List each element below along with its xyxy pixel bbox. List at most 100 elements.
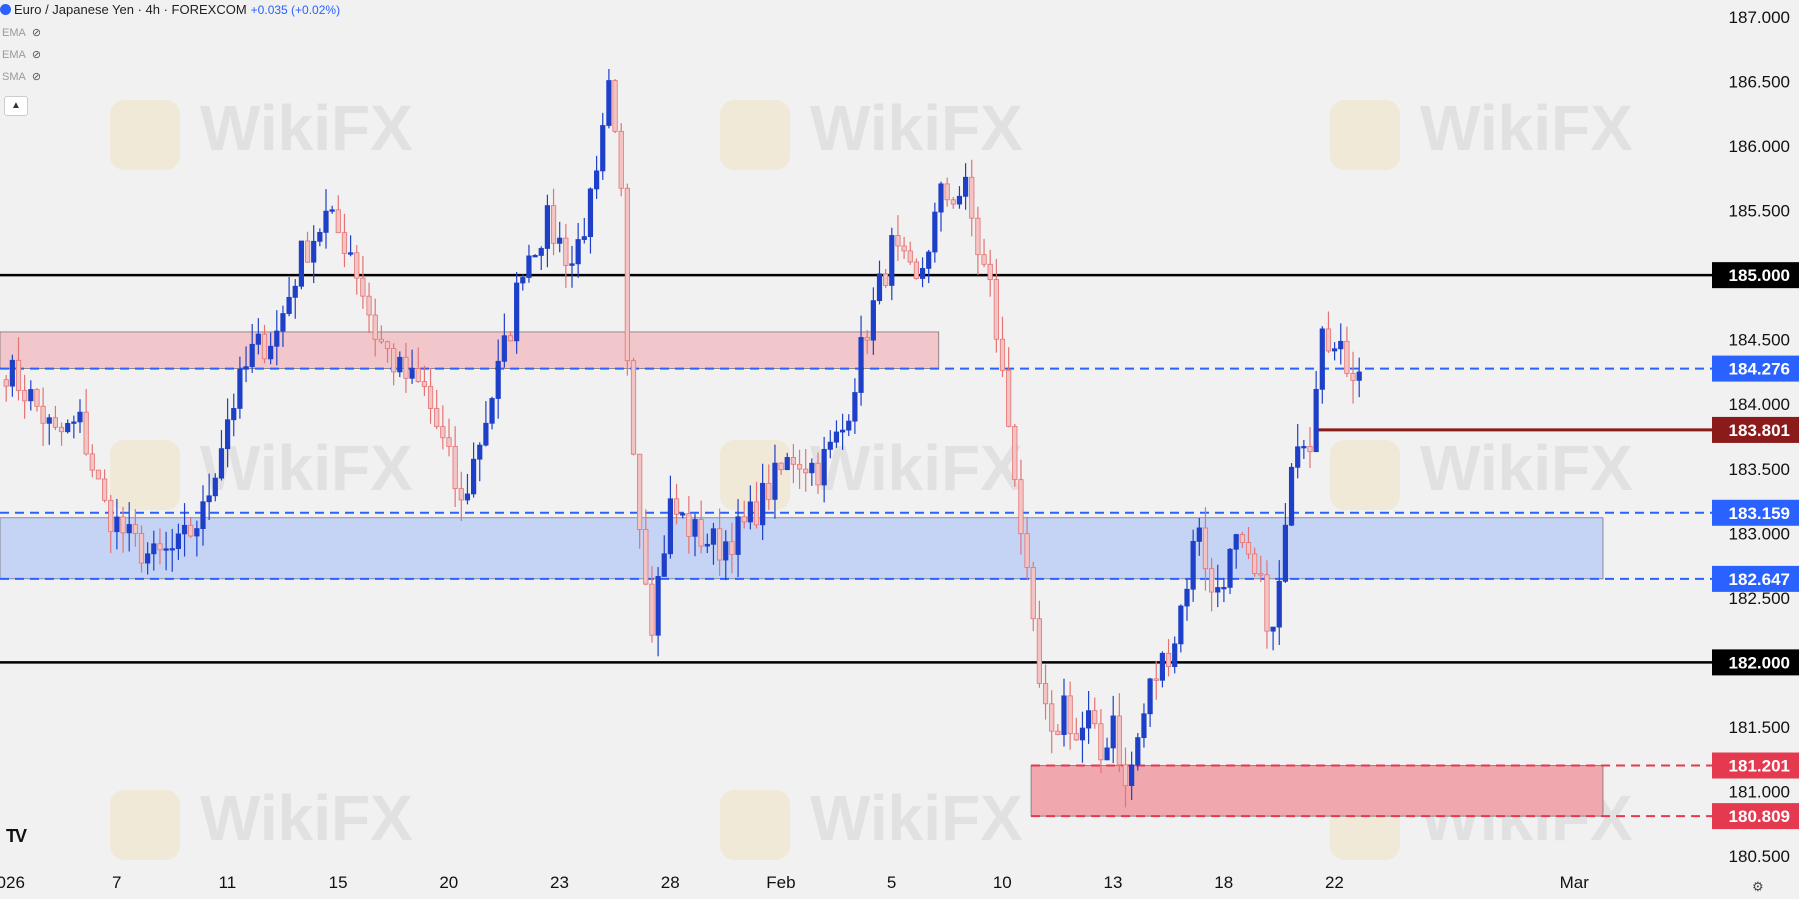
candle: [895, 215, 901, 261]
eye-hidden-icon[interactable]: ⊘: [31, 49, 42, 61]
candle-body: [108, 499, 114, 533]
candle-body: [514, 282, 520, 342]
candle-body: [403, 356, 409, 379]
candle-body: [630, 360, 637, 455]
candle: [261, 324, 268, 364]
candle: [594, 155, 600, 199]
candle: [231, 393, 237, 437]
time-axis[interactable]: 2026 7 11 15 20 23 28 Feb 5 10 13 18 22 Mar: [0, 873, 1589, 892]
candle-body: [1295, 446, 1301, 468]
candle: [126, 502, 132, 552]
x-tick-label: 11: [219, 873, 237, 892]
indicator-sma[interactable]: SMA ⊘: [2, 71, 42, 83]
candle-body: [71, 421, 77, 424]
chevron-up-icon: ▲: [11, 100, 21, 111]
candle: [827, 430, 833, 459]
candle-body: [1079, 727, 1086, 741]
candle-body: [858, 337, 864, 393]
candle-body: [741, 516, 747, 523]
symbol-header[interactable]: Euro / Japanese Yen · 4h · FOREXCOM +0.03…: [0, 2, 340, 17]
candle: [9, 354, 15, 397]
candle-body: [944, 183, 950, 201]
candle-body: [852, 392, 858, 422]
x-tick-label: Feb: [766, 873, 795, 892]
candle-body: [440, 426, 446, 439]
candle: [218, 430, 225, 481]
price-change: +0.035 (+0.02%): [250, 3, 341, 17]
candle: [501, 313, 507, 368]
candle-body: [483, 422, 489, 446]
candle: [1061, 678, 1067, 747]
candle: [1147, 677, 1153, 727]
gear-icon[interactable]: ⚙: [1752, 879, 1764, 894]
candle: [237, 356, 243, 419]
candle: [858, 315, 864, 406]
symbol-title: Euro / Japanese Yen · 4h · FOREXCOM: [14, 2, 247, 17]
candle: [114, 498, 120, 550]
candle: [778, 462, 784, 476]
candle-body: [963, 176, 969, 197]
candle: [188, 517, 194, 538]
candle: [15, 337, 22, 401]
candle: [1350, 351, 1356, 404]
watermark-text: WikiFX: [810, 782, 1023, 854]
indicator-ema-2[interactable]: EMA ⊘: [2, 49, 42, 61]
candle-body: [1332, 348, 1338, 352]
candle: [790, 444, 797, 484]
candle: [1301, 440, 1307, 459]
candle: [372, 298, 378, 357]
candle: [1356, 357, 1362, 398]
candle: [901, 236, 907, 259]
candle: [102, 469, 108, 503]
candle: [864, 330, 870, 355]
candle: [1196, 517, 1202, 556]
eye-hidden-icon[interactable]: ⊘: [31, 71, 42, 83]
candle: [747, 485, 753, 530]
candle-body: [1178, 605, 1184, 645]
candle-body: [913, 261, 920, 279]
candle: [458, 471, 464, 522]
candle: [157, 528, 163, 565]
candle: [723, 530, 729, 581]
candle: [760, 463, 766, 541]
candle: [766, 464, 772, 511]
candle: [563, 223, 569, 288]
candle-body: [1264, 574, 1270, 632]
candle-body: [151, 543, 157, 555]
candle-body: [821, 448, 827, 486]
candle-body: [415, 368, 421, 382]
candle-body: [1110, 715, 1116, 749]
candle-body: [1325, 328, 1332, 352]
candle: [138, 525, 145, 573]
candle: [741, 500, 747, 529]
price-tag-label: 181.201: [1729, 757, 1790, 776]
candle-body: [22, 390, 28, 402]
candle-body: [532, 255, 538, 258]
candle-body: [790, 457, 797, 465]
candle-body: [200, 501, 206, 530]
candle: [1110, 695, 1116, 764]
candle-body: [3, 379, 9, 387]
watermark-logo: [720, 440, 790, 510]
indicator-ema-1[interactable]: EMA ⊘: [2, 27, 42, 39]
candle: [384, 340, 391, 363]
candle: [581, 217, 587, 244]
candle-body: [969, 176, 975, 219]
candle-body: [815, 462, 821, 486]
collapse-button[interactable]: ▲: [4, 96, 28, 116]
candle: [175, 523, 181, 560]
candle-body: [360, 277, 366, 297]
candle: [1332, 342, 1338, 361]
eye-hidden-icon[interactable]: ⊘: [31, 27, 42, 39]
candle-body: [224, 419, 231, 450]
candle-body: [145, 553, 151, 564]
candle-body: [126, 524, 132, 534]
candle-body: [120, 516, 126, 534]
candle: [391, 343, 397, 386]
candle: [452, 426, 458, 508]
candle: [889, 227, 895, 301]
candle: [919, 257, 926, 288]
candle-body: [717, 528, 723, 561]
candle-body: [993, 279, 999, 340]
